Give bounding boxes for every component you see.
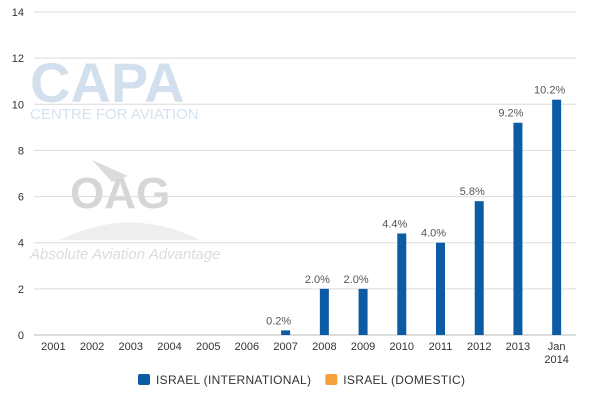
y-axis-ticks: 0 2 4 6 8 10 12 14: [12, 7, 24, 342]
capa-tagline-watermark: CENTRE FOR AVIATION: [30, 106, 199, 123]
x-tick-label: 2008: [312, 341, 336, 353]
oag-swoosh-icon: [92, 160, 128, 182]
bar: [552, 99, 562, 336]
y-tick-label: 10: [12, 99, 24, 111]
x-tick-label: 2006: [235, 341, 259, 353]
x-tick-label: 2013: [506, 341, 530, 353]
x-axis-ticks: 2001 2002 2003 2004 2005 2006 2007 2008 2009 2010…: [41, 341, 569, 366]
data-labels: 0.2% 2.0% 2.0% 4.4% 4.0% 5.8% 9.2% 10.2%: [266, 85, 565, 328]
y-tick-label: 6: [18, 192, 24, 204]
x-tick-label: 2007: [273, 341, 297, 353]
oag-logo-watermark: OAG: [70, 169, 170, 218]
bar: [281, 330, 291, 335]
x-tick-label: 2001: [41, 341, 65, 353]
x-tick-label: 2011: [429, 341, 453, 353]
x-tick-label: 2005: [196, 341, 220, 353]
data-label: 9.2%: [498, 108, 523, 120]
x-tick-label: Jan 2014: [544, 341, 568, 366]
data-label: 0.2%: [266, 315, 291, 327]
watermark: CAPA CENTRE FOR AVIATION OAG Absolute Av…: [29, 51, 220, 263]
bar: [513, 122, 523, 335]
gridlines: [34, 11, 576, 336]
x-tick-label: 2010: [390, 341, 414, 353]
data-label: 5.8%: [460, 186, 485, 198]
x-tick-label: 2002: [80, 341, 104, 353]
x-tick-label: 2012: [467, 341, 491, 353]
bar: [436, 242, 445, 335]
legend-item[interactable]: ISRAEL (INTERNATIONAL): [156, 373, 311, 387]
data-label: 4.0%: [421, 228, 446, 240]
bars: [281, 99, 562, 336]
data-label: 10.2%: [534, 85, 565, 97]
x-tick-label: 2003: [119, 341, 143, 353]
y-tick-label: 4: [18, 238, 24, 250]
oag-arc-shape: [60, 222, 200, 240]
capa-logo-watermark: CAPA: [30, 51, 185, 114]
data-label: 2.0%: [305, 274, 330, 286]
y-tick-label: 14: [12, 7, 24, 19]
bar: [319, 288, 329, 335]
y-tick-label: 12: [12, 53, 24, 65]
legend: ISRAEL (INTERNATIONAL) ISRAEL (DOMESTIC): [138, 373, 465, 387]
x-tick-label: 2004: [157, 341, 181, 353]
bar: [397, 233, 407, 335]
bar: [358, 288, 368, 335]
x-tick-label: 2009: [351, 341, 375, 353]
data-label: 2.0%: [344, 274, 369, 286]
y-tick-label: 0: [18, 330, 24, 342]
legend-swatch: [138, 374, 150, 385]
y-tick-label: 8: [18, 145, 24, 157]
data-label: 4.4%: [382, 218, 407, 230]
y-tick-label: 2: [18, 284, 24, 296]
legend-swatch: [325, 374, 338, 385]
legend-item[interactable]: ISRAEL (DOMESTIC): [343, 373, 465, 387]
bar: [474, 201, 484, 335]
oag-tagline-watermark: Absolute Aviation Advantage: [29, 246, 220, 263]
